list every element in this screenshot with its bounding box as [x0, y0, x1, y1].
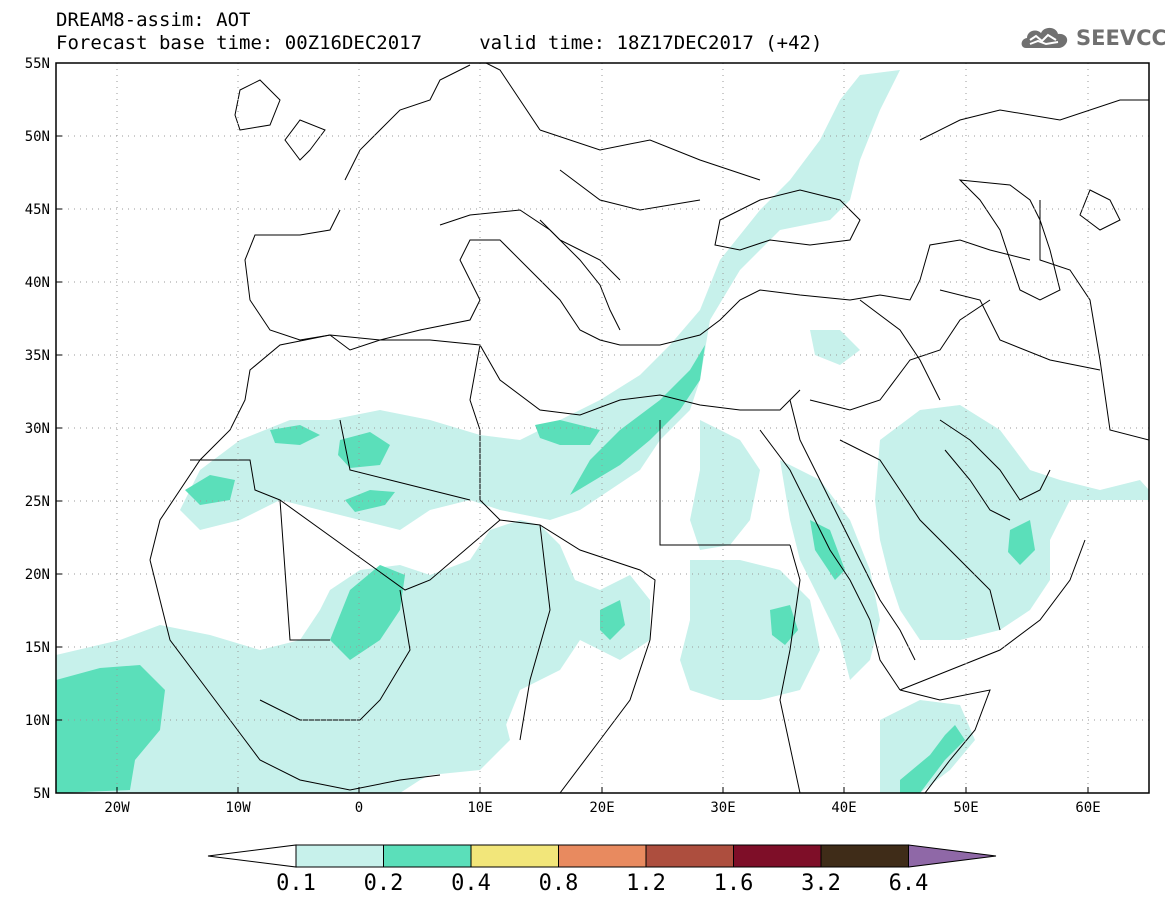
colorbar-label: 1.6: [713, 871, 754, 896]
colorbar-segment: [295, 844, 384, 868]
lat-label: 10N: [25, 713, 50, 729]
colorbar-segment: [383, 844, 472, 868]
axis-ticks: [56, 62, 1089, 793]
colorbar-lower-arrow: [207, 844, 297, 868]
colorbar-label: 0.4: [451, 871, 491, 896]
lat-label: 5N: [33, 786, 50, 802]
colorbar-segment: [558, 844, 647, 868]
colorbar-upper-arrow: [908, 844, 997, 868]
colorbar-segment: [645, 844, 734, 868]
longitude-labels: 20W 10W 0 10E 20E 30E 40E 50E 60E: [104, 800, 1100, 816]
colorbar-label: 6.4: [888, 871, 929, 896]
aot-0.2-0.4-areas: [56, 345, 1035, 793]
lon-label: 10W: [225, 800, 251, 816]
lat-label: 45N: [25, 202, 50, 218]
lat-label: 25N: [25, 494, 50, 510]
lon-label: 40E: [831, 800, 856, 816]
seevccc-logo: SEEVCCC: [1018, 22, 1165, 54]
colorbar-segment: [470, 844, 559, 868]
colorbar-segment: [820, 844, 909, 868]
lon-label: 20E: [589, 800, 614, 816]
map-title: DREAM8-assim: AOT: [56, 9, 251, 31]
lat-label: 40N: [25, 275, 50, 291]
coastlines-borders: [149, 63, 1149, 793]
aot-shading: [56, 70, 1149, 793]
colorbar-label: 0.2: [363, 871, 404, 896]
graticule: [56, 63, 1149, 793]
lat-label: 55N: [25, 56, 50, 72]
lat-label: 50N: [25, 129, 50, 145]
lat-label: 30N: [25, 421, 50, 437]
cloud-logo-icon: [1021, 27, 1068, 48]
lon-label: 20W: [104, 800, 130, 816]
lon-label: 50E: [953, 800, 978, 816]
colorbar-label: 3.2: [801, 871, 841, 896]
lat-label: 35N: [25, 348, 50, 364]
lon-label: 30E: [710, 800, 735, 816]
colorbar-label: 1.2: [626, 871, 666, 896]
lat-label: 20N: [25, 567, 50, 583]
lon-label: 0: [355, 800, 363, 816]
colorbar: [207, 844, 997, 868]
lon-label: 60E: [1075, 800, 1100, 816]
lat-label: 15N: [25, 640, 50, 656]
aot-0.1-0.2-areas: [56, 70, 1149, 793]
colorbar-label: 0.8: [538, 871, 579, 896]
latitude-labels: 55N 50N 45N 40N 35N 30N 25N 20N 15N 10N …: [25, 56, 50, 802]
forecast-time-line: Forecast base time: 00Z16DEC2017 valid t…: [56, 32, 823, 54]
lon-label: 10E: [467, 800, 492, 816]
colorbar-label: 0.1: [276, 871, 316, 896]
logo-text: SEEVCCC: [1076, 26, 1165, 50]
colorbar-segment: [733, 844, 822, 868]
